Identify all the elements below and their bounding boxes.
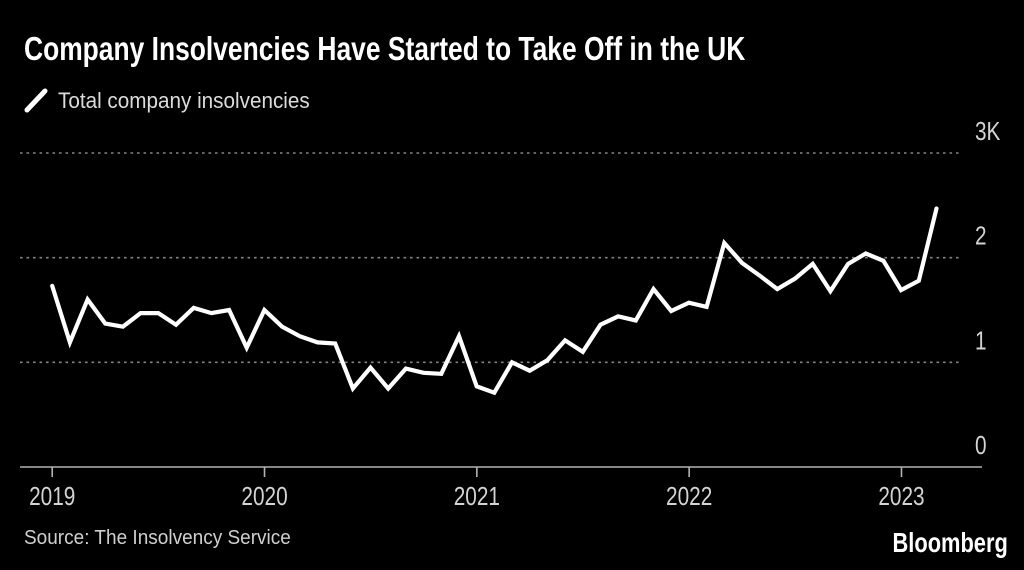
y-axis-label: 3K: [975, 117, 1001, 146]
y-axis-label: 2: [975, 221, 987, 250]
x-axis-label: 2019: [29, 482, 75, 511]
y-axis-label: 1: [975, 326, 987, 355]
bloomberg-logo: Bloomberg: [892, 527, 1008, 558]
line-stroke-icon: [24, 88, 50, 114]
y-axis-label: 0: [975, 431, 987, 460]
x-axis-label: 2021: [454, 482, 500, 511]
insolvencies-line-series: [50, 206, 939, 396]
x-axis-label: 2023: [878, 482, 924, 511]
legend: Total company insolvencies: [24, 87, 326, 115]
source-credit: Source: The Insolvency Service: [24, 527, 291, 549]
chart-title: Company Insolvencies Have Started to Tak…: [24, 30, 746, 67]
legend-label: Total company insolvencies: [58, 88, 310, 113]
x-axis-label: 2022: [666, 482, 712, 511]
x-axis-label: 2020: [241, 482, 287, 511]
